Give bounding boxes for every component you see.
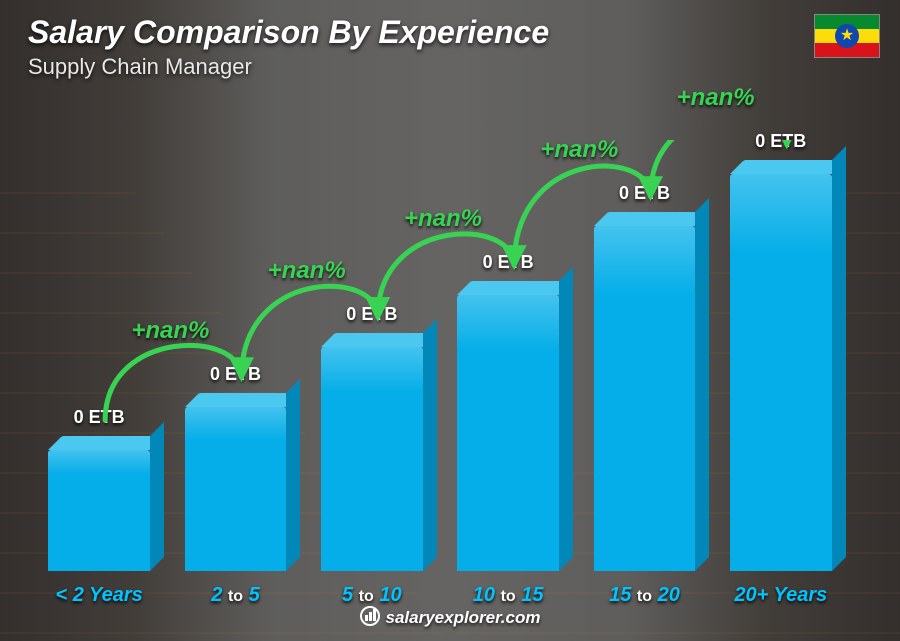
bar [185,407,287,571]
flag-star-icon: ★ [840,28,854,44]
bar-chart: 0 ETB< 2 Years0 ETB2 to 50 ETB5 to 100 E… [30,140,850,571]
footer-logo-icon [360,606,380,631]
bar [594,226,696,571]
category-label: 15 to 20 [585,584,703,607]
country-flag: ★ [814,14,880,58]
delta-label: +nan% [404,205,482,233]
bar [730,174,832,571]
infographic-canvas: { "title": "Salary Comparison By Experie… [0,0,900,641]
category-label: 20+ Years [722,584,840,607]
bar-slot: 0 ETB2 to 5 [176,140,294,571]
delta-label: +nan% [268,257,346,285]
delta-label: +nan% [131,317,209,345]
bar-value-label: 0 ETB [210,364,261,385]
bar-value-label: 0 ETB [755,131,806,152]
delta-label: +nan% [677,84,755,112]
flag-emblem: ★ [835,24,859,48]
category-label: 5 to 10 [313,584,431,607]
bar-value-label: 0 ETB [619,183,670,204]
bar [48,450,150,571]
bar [457,295,559,571]
bar-value-label: 0 ETB [346,304,397,325]
bar [321,347,423,571]
category-label: < 2 Years [40,584,158,607]
bar-slot: 0 ETB20+ Years [722,140,840,571]
bar-value-label: 0 ETB [483,252,534,273]
bar-slot: 0 ETB< 2 Years [40,140,158,571]
bar-slot: 0 ETB15 to 20 [585,140,703,571]
category-label: 2 to 5 [176,584,294,607]
chart-subtitle: Supply Chain Manager [28,54,252,80]
bar-value-label: 0 ETB [74,407,125,428]
category-label: 10 to 15 [449,584,567,607]
chart-title: Salary Comparison By Experience [28,14,549,51]
footer-text: salaryexplorer.com [386,608,541,627]
footer-attribution: salaryexplorer.com [0,606,900,631]
delta-label: +nan% [540,136,618,164]
